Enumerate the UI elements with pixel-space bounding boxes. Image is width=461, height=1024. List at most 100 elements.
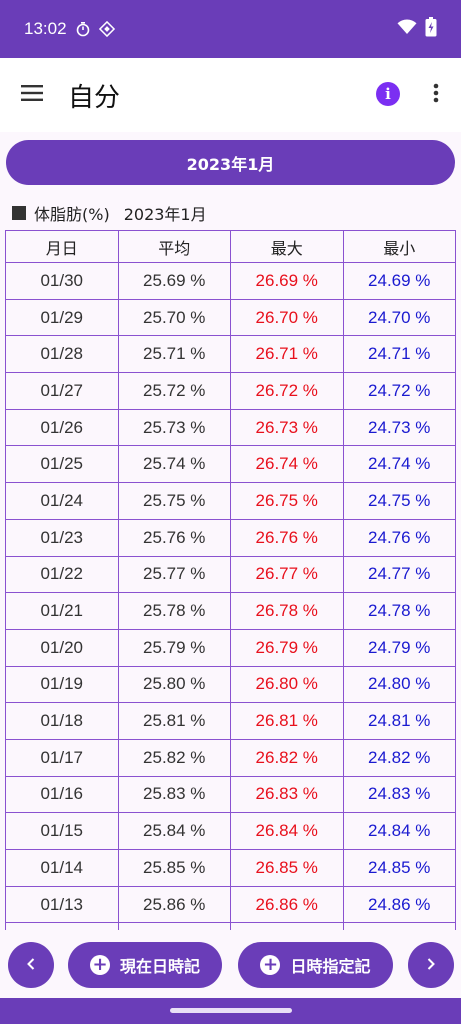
- record-specified-label: 日時指定記: [290, 957, 371, 976]
- record-specified-button[interactable]: + 日時指定記: [238, 942, 393, 988]
- cell-min: 24.82 %: [342, 738, 456, 777]
- cell-max: 26.70 %: [230, 298, 344, 337]
- cell-average: 25.81 %: [117, 702, 231, 740]
- table-row: 01/28 25.71 % 26.71 % 24.71 %: [5, 335, 456, 374]
- cell-min: 24.78 %: [342, 592, 456, 630]
- system-nav-bar: [0, 998, 461, 1024]
- status-bar: 13:02: [0, 0, 461, 58]
- cell-min: 24.72 %: [342, 372, 456, 410]
- table-row: 01/20 25.79 % 26.79 % 24.79 %: [5, 628, 456, 667]
- previous-month-button[interactable]: [8, 942, 54, 988]
- cell-min: 24.81 %: [342, 702, 456, 740]
- chevron-right-icon: [426, 956, 436, 975]
- cell-average: 25.69 %: [117, 262, 231, 300]
- table-row: 01/16 25.83 % 26.83 % 24.83 %: [5, 775, 456, 814]
- cell-average: 25.85 %: [117, 849, 231, 887]
- cell-average: 25.83 %: [117, 775, 231, 814]
- cell-average: 25.74 %: [117, 445, 231, 484]
- cell-average: 25.72 %: [117, 372, 231, 410]
- add-circle-icon: +: [260, 955, 281, 975]
- table-header-row: 月日 平均 最大 最小: [5, 230, 456, 263]
- cell-date: 01/28: [5, 335, 119, 374]
- menu-icon: [21, 85, 43, 105]
- legend-square-icon: [12, 206, 26, 220]
- cell-min: 24.77 %: [342, 555, 456, 594]
- cell-date: 01/30: [5, 262, 119, 300]
- table-row: 01/18 25.81 % 26.81 % 24.81 %: [5, 702, 456, 740]
- cell-max: 26.69 %: [230, 262, 344, 300]
- header-max: 最大: [230, 230, 344, 263]
- more-options-button[interactable]: [424, 80, 448, 110]
- cell-max: 26.78 %: [230, 592, 344, 630]
- app-bar: 自分 i: [0, 58, 461, 132]
- cell-date: 01/13: [5, 885, 119, 924]
- cell-date: 01/17: [5, 738, 119, 777]
- next-month-button[interactable]: [408, 942, 454, 988]
- table-row: 01/22 25.77 % 26.77 % 24.77 %: [5, 555, 456, 594]
- battery-icon: [425, 16, 437, 42]
- cell-date: 01/29: [5, 298, 119, 337]
- cell-average: 25.86 %: [117, 885, 231, 924]
- cell-max: 26.72 %: [230, 372, 344, 410]
- cell-max: 26.87 %: [230, 922, 344, 930]
- cell-date: 01/18: [5, 702, 119, 740]
- add-circle-icon: +: [89, 955, 110, 975]
- table-row: 01/29 25.70 % 26.70 % 24.70 %: [5, 298, 456, 337]
- cell-min: 24.76 %: [342, 518, 456, 557]
- table-row: 01/27 25.72 % 26.72 % 24.72 %: [5, 372, 456, 410]
- cell-average: 25.71 %: [117, 335, 231, 374]
- cell-date: 01/21: [5, 592, 119, 630]
- cell-max: 26.80 %: [230, 665, 344, 704]
- cell-date: 01/23: [5, 518, 119, 557]
- table-row: 01/14 25.85 % 26.85 % 24.85 %: [5, 849, 456, 887]
- cell-average: 25.78 %: [117, 592, 231, 630]
- cell-average: 25.87 %: [117, 922, 231, 930]
- chevron-left-icon: [26, 956, 36, 975]
- cell-max: 26.74 %: [230, 445, 344, 484]
- table-row: 01/23 25.76 % 26.76 % 24.76 %: [5, 518, 456, 557]
- data-table-container[interactable]: 月日 平均 最大 最小 01/30 25.69 % 26.69 % 24.69 % 01…: [5, 230, 456, 930]
- table-row: 01/24 25.75 % 26.75 % 24.75 %: [5, 482, 456, 520]
- info-button[interactable]: i: [376, 82, 400, 106]
- table-row: 01/17 25.82 % 26.82 % 24.82 %: [5, 738, 456, 777]
- cell-date: 01/12: [5, 922, 119, 930]
- menu-button[interactable]: [0, 58, 64, 132]
- cell-date: 01/16: [5, 775, 119, 814]
- cell-date: 01/25: [5, 445, 119, 484]
- more-vert-icon: [433, 83, 439, 107]
- header-date: 月日: [5, 230, 119, 263]
- cell-average: 25.79 %: [117, 628, 231, 667]
- wifi-icon: [397, 18, 417, 40]
- table-row: 01/26 25.73 % 26.73 % 24.73 %: [5, 408, 456, 447]
- cell-min: 24.70 %: [342, 298, 456, 337]
- period-label: 2023年1月: [123, 205, 207, 224]
- cell-max: 26.86 %: [230, 885, 344, 924]
- month-selector-button[interactable]: 2023年1月: [6, 140, 455, 185]
- diamond-icon: [98, 21, 115, 37]
- cell-min: 24.80 %: [342, 665, 456, 704]
- cell-average: 25.84 %: [117, 812, 231, 850]
- record-now-label: 現在日時記: [119, 957, 200, 976]
- table-row: 01/19 25.80 % 26.80 % 24.80 %: [5, 665, 456, 704]
- page-title: 自分: [68, 82, 121, 113]
- header-average: 平均: [117, 230, 231, 263]
- cell-average: 25.76 %: [117, 518, 231, 557]
- table-row: 01/21 25.78 % 26.78 % 24.78 %: [5, 592, 456, 630]
- cell-max: 26.81 %: [230, 702, 344, 740]
- cell-average: 25.82 %: [117, 738, 231, 777]
- table-row: 01/30 25.69 % 26.69 % 24.69 %: [5, 262, 456, 300]
- cell-date: 01/27: [5, 372, 119, 410]
- cell-min: 24.83 %: [342, 775, 456, 814]
- bottom-bar: + 現在日時記 + 日時指定記: [0, 932, 461, 998]
- cell-min: 24.73 %: [342, 408, 456, 447]
- cell-average: 25.73 %: [117, 408, 231, 447]
- home-gesture-handle[interactable]: [170, 1008, 292, 1013]
- cell-date: 01/26: [5, 408, 119, 447]
- cell-min: 24.87 %: [342, 922, 456, 930]
- cell-min: 24.79 %: [342, 628, 456, 667]
- cell-date: 01/15: [5, 812, 119, 850]
- record-now-button[interactable]: + 現在日時記: [68, 942, 222, 988]
- timer-icon: [75, 21, 91, 37]
- cell-average: 25.75 %: [117, 482, 231, 520]
- cell-average: 25.77 %: [117, 555, 231, 594]
